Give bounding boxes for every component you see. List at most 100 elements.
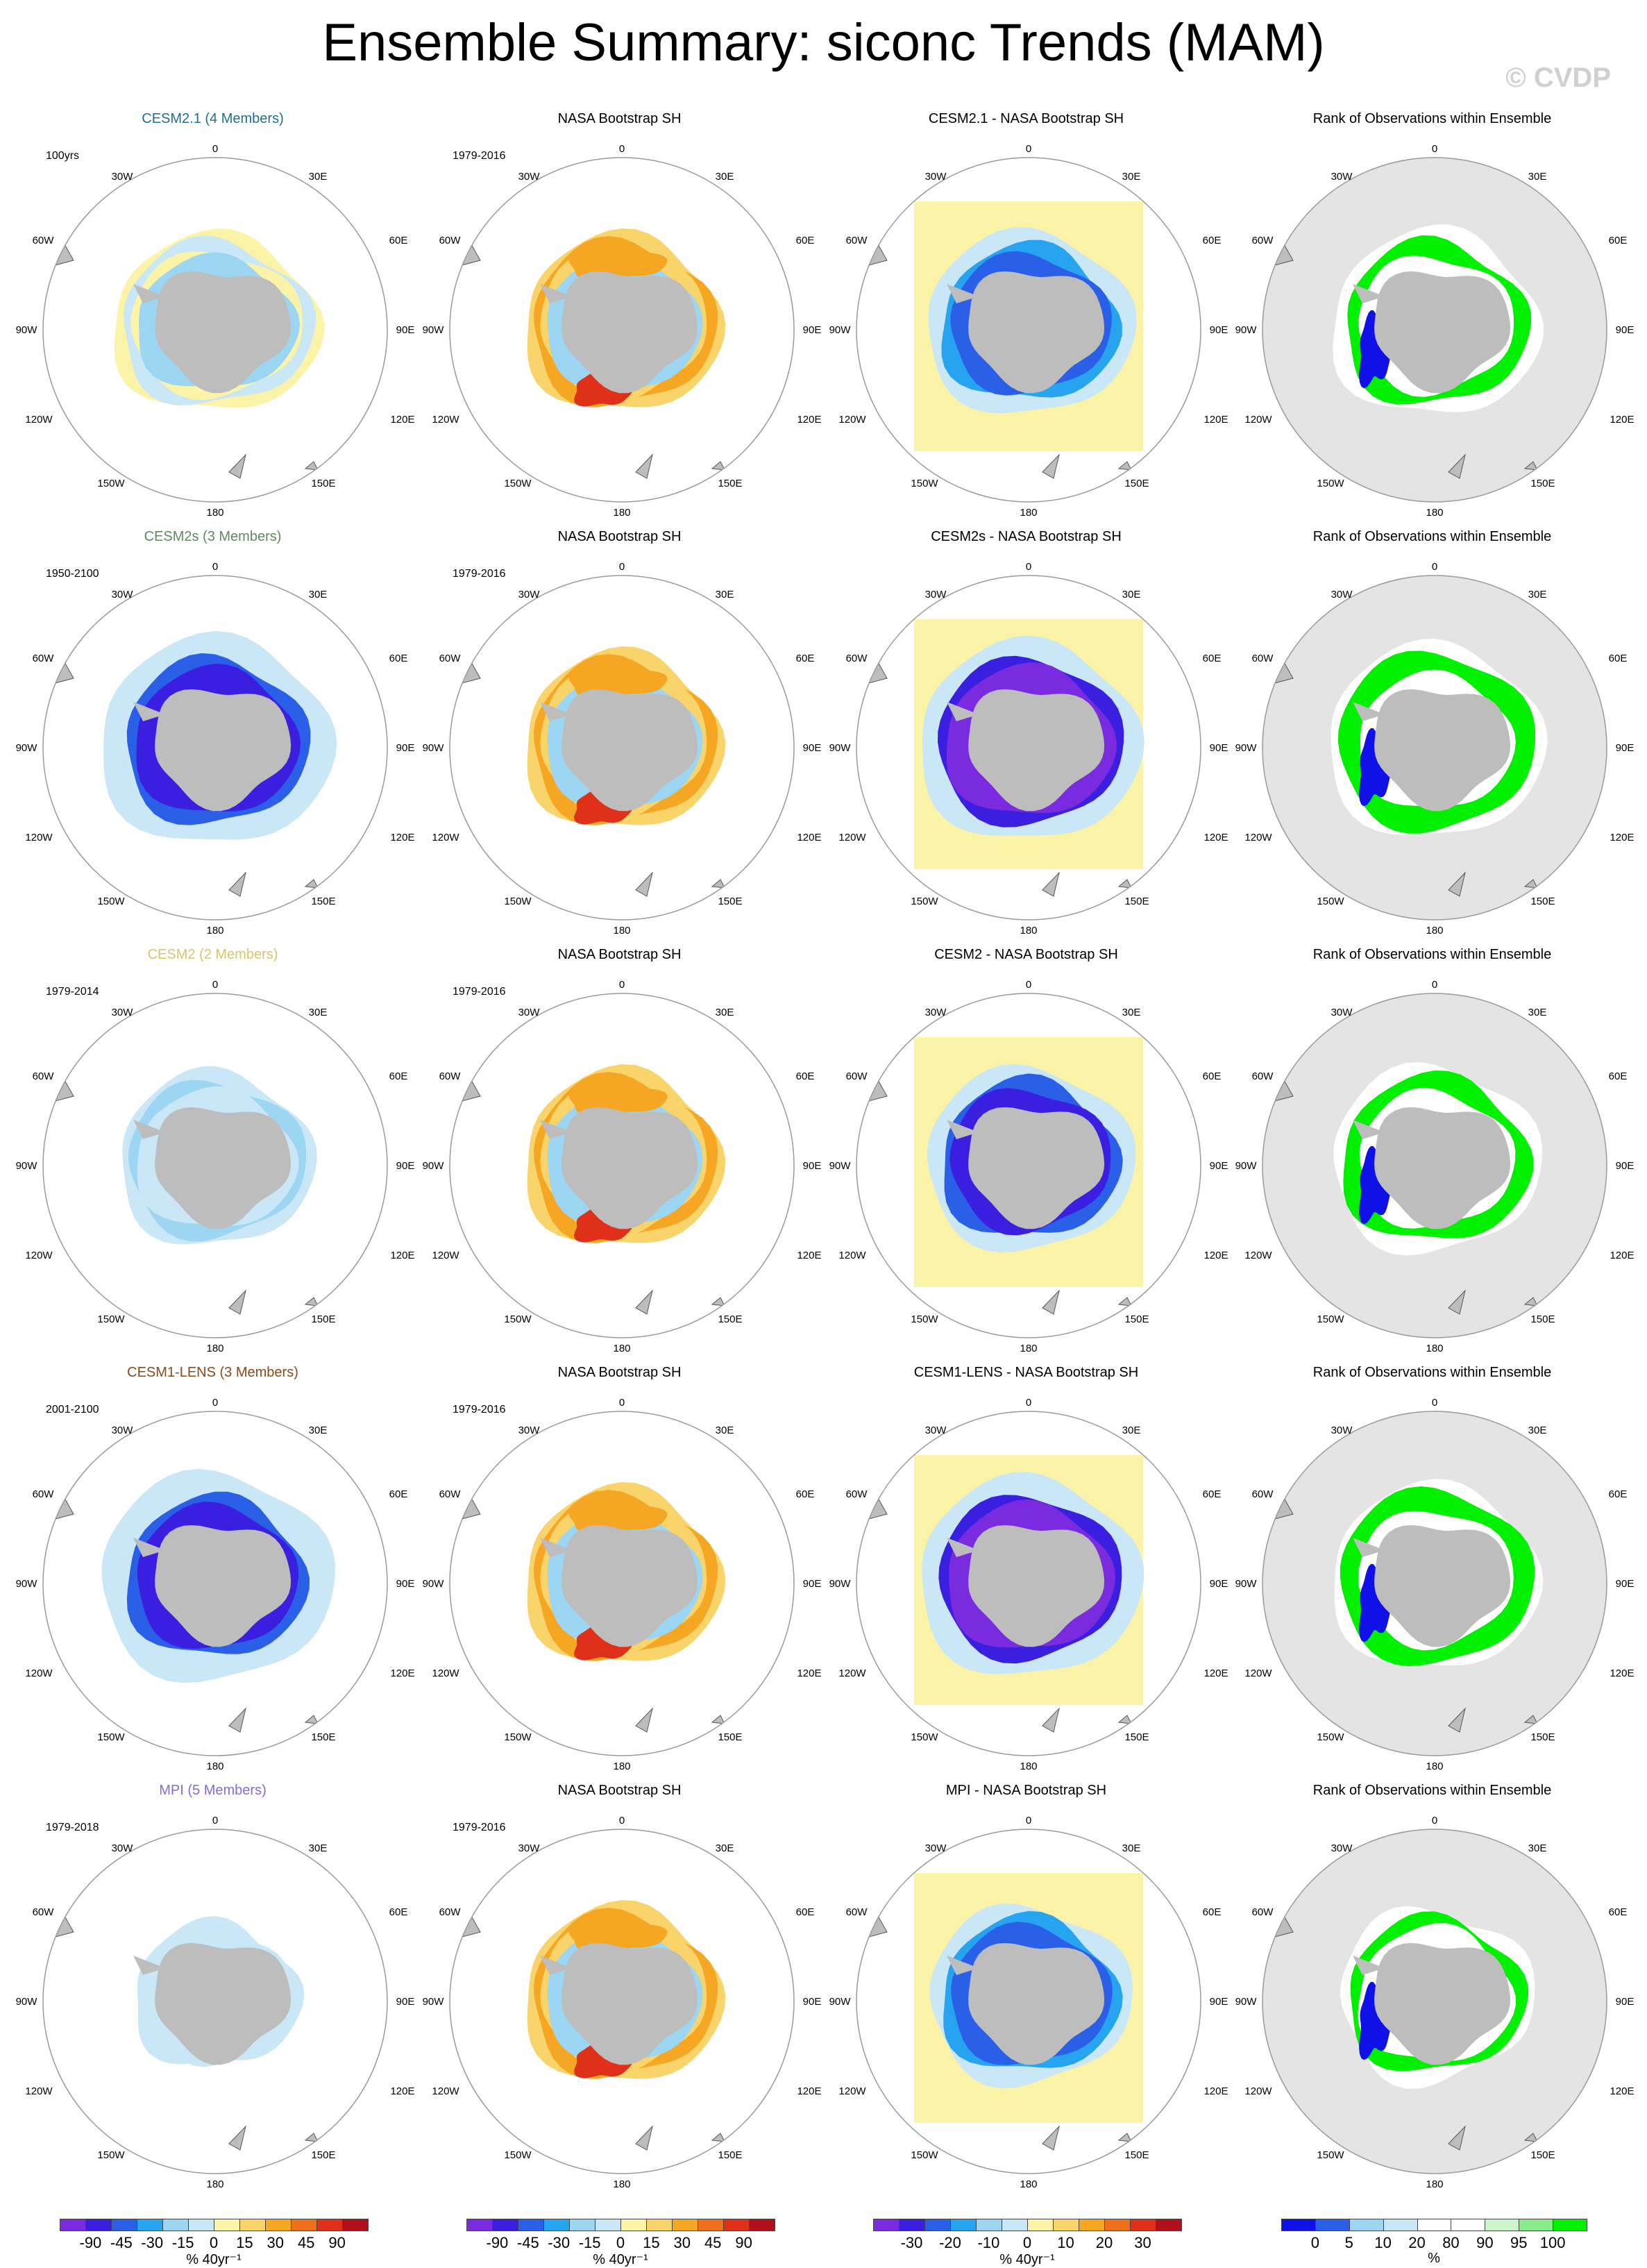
lon-label: 60W <box>439 1906 462 1918</box>
panel-title: CESM2s (3 Members) <box>144 529 282 544</box>
colorbar-box <box>646 2219 673 2231</box>
colorbar-box <box>1027 2219 1054 2231</box>
map-boundary <box>42 1411 388 1756</box>
lon-label: 30W <box>518 1425 541 1436</box>
obs-map: 0 180 30W 30E 60W 60E 90W 90E 120W 120E 150W 150E <box>423 1815 822 2190</box>
model-panel: 0 180 30W 30E 60W 60E 90W 90E 120W 120E 150W 150E CE… <box>7 111 419 530</box>
lon-label: 180 <box>1426 2178 1443 2190</box>
antarctica-land <box>155 1942 292 2065</box>
lon-label: 60E <box>389 653 408 664</box>
antarctica-land <box>155 689 292 812</box>
lon-label: 60W <box>33 1488 55 1500</box>
map-field <box>450 228 726 479</box>
new-zealand-land <box>228 1289 246 1315</box>
lon-label: 90E <box>803 742 822 754</box>
panel-title: NASA Bootstrap SH <box>557 1365 682 1380</box>
rank-low-patch <box>1359 728 1392 807</box>
antarctica-land <box>1374 1942 1511 2065</box>
new-zealand-land <box>1042 1289 1060 1315</box>
rank-panel: 0 180 30W 30E 60W 60E 90W 90E 120W 120E 150W 150E Ra… <box>1226 947 1638 1366</box>
lon-label: 150W <box>911 1731 938 1743</box>
new-zealand-land <box>1448 453 1466 479</box>
new-zealand-land <box>1448 1707 1466 1733</box>
map-boundary <box>1262 993 1607 1338</box>
colorbar-tick: -15 <box>171 2234 194 2251</box>
polar-map <box>42 993 388 1338</box>
colorbar-box <box>1485 2219 1520 2231</box>
colorbar-box <box>291 2219 317 2231</box>
lon-label: 90E <box>1210 324 1228 336</box>
rank-map: 0 180 30W 30E 60W 60E 90W 90E 120W 120E 150W 150E <box>1235 1397 1635 1772</box>
lon-label: 150E <box>1124 478 1149 489</box>
tasmania-land <box>711 1715 725 1724</box>
lon-label: 30W <box>925 1007 947 1018</box>
page-title: Ensemble Summary: siconc Trends (MAM) <box>322 13 1325 72</box>
lon-label: 120W <box>838 414 866 426</box>
colorbar-tick: 30 <box>267 2234 285 2251</box>
colorbar-tick: 0 <box>209 2234 219 2251</box>
antarctica-land <box>1374 1107 1511 1229</box>
diff-panel: 0 180 30W 30E 60W 60E 90W 90E 120W 120E 150W 150E MP… <box>820 1783 1232 2202</box>
lon-label: 30E <box>1122 171 1141 183</box>
lon-label: 30W <box>112 1842 134 1854</box>
panel-title: CESM2.1 - NASA Bootstrap SH <box>928 111 1124 126</box>
model-panel: 0 180 30W 30E 60W 60E 90W 90E 120W 120E 150W 150E CE… <box>7 947 419 1366</box>
panel-title: NASA Bootstrap SH <box>557 947 682 962</box>
diff-map: 0 180 30W 30E 60W 60E 90W 90E 120W 120E 150W 150E <box>829 561 1228 936</box>
antarctica-land <box>155 1107 292 1229</box>
lon-label: 60E <box>389 235 408 246</box>
lon-label: 60W <box>439 1488 462 1500</box>
tasmania-land <box>304 2133 319 2142</box>
lon-label: 180 <box>613 507 630 519</box>
map-boundary <box>856 157 1201 503</box>
lon-label: 90E <box>803 324 822 336</box>
tasmania-land <box>1117 1715 1132 1724</box>
ross-sea-trend <box>574 1206 633 1243</box>
antarctic-peninsula <box>1353 284 1385 303</box>
obs-panel: 0 180 30W 30E 60W 60E 90W 90E 120W 120E 150W 150E NA… <box>414 1365 825 1784</box>
lon-label: 90E <box>1616 742 1635 754</box>
lon-label: 0 <box>1026 143 1031 155</box>
tasmania-land <box>711 461 725 471</box>
lon-label: 180 <box>1426 925 1443 936</box>
obs-panel: 0 180 30W 30E 60W 60E 90W 90E 120W 120E 150W 150E NA… <box>414 529 825 948</box>
colorbar-box <box>723 2219 750 2231</box>
lon-label: 90E <box>803 1160 822 1172</box>
lon-label: 90E <box>396 324 415 336</box>
lon-label: 60E <box>1609 235 1628 246</box>
lon-label: 0 <box>212 1815 218 1826</box>
period-label: 1979-2018 <box>46 1822 99 1833</box>
period-label: 1979-2016 <box>453 568 506 580</box>
diff-map: 0 180 30W 30E 60W 60E 90W 90E 120W 120E 150W 150E <box>829 143 1228 519</box>
lon-label: 30W <box>925 589 947 600</box>
lon-label: 150E <box>311 478 335 489</box>
map-field <box>856 201 1143 479</box>
colorbar-box <box>239 2219 266 2231</box>
colorbar-box <box>543 2219 570 2231</box>
colorbar-box <box>899 2219 925 2231</box>
obs-panel: 0 180 30W 30E 60W 60E 90W 90E 120W 120E 150W 150E NA… <box>414 111 825 530</box>
lon-label: 90E <box>1210 1578 1228 1590</box>
lon-label: 90W <box>423 742 445 754</box>
lon-label: 150W <box>911 896 938 907</box>
lon-label: 180 <box>1020 2178 1037 2190</box>
antarctic-peninsula <box>133 1538 165 1557</box>
polar-map <box>1262 1829 1607 2174</box>
colorbar-tick: 30 <box>673 2234 691 2251</box>
colorbar-tick: 45 <box>704 2234 722 2251</box>
panel-title: MPI (5 Members) <box>159 1783 267 1798</box>
lon-label: 120E <box>797 832 821 843</box>
lon-label: 150W <box>504 1313 532 1325</box>
lon-label: 150W <box>504 1731 532 1743</box>
map-field <box>450 1482 726 1733</box>
period-label: 2001-2100 <box>46 1404 99 1416</box>
colorbar-box <box>620 2219 647 2231</box>
lon-label: 30E <box>1528 1842 1547 1854</box>
lon-label: 120E <box>390 2085 414 2097</box>
lon-label: 150W <box>911 1313 938 1325</box>
colorbar-box <box>569 2219 596 2231</box>
colorbar-tick: 90 <box>735 2234 752 2251</box>
antarctica-land <box>561 1524 698 1647</box>
lon-label: 90E <box>1616 324 1635 336</box>
colorbar-box <box>111 2219 137 2231</box>
